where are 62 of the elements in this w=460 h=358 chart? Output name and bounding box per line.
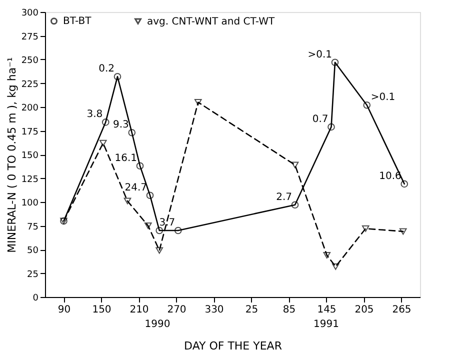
- y-tick-label: 75: [27, 222, 38, 232]
- x-tick-label: 150: [92, 304, 112, 316]
- y-axis-title: MINERAL-N ( 0 TO 0.45 m ), kg ha⁻¹: [5, 57, 18, 253]
- text: 1991: [314, 319, 339, 330]
- annotation: 2.7: [276, 192, 292, 203]
- y-tick-label: 0: [32, 294, 39, 304]
- annotation: 24.7: [124, 182, 147, 194]
- legend-label: avg. CNT-WNT and CT-WT: [147, 16, 276, 28]
- x-tick-label: 25: [245, 304, 258, 316]
- point: [291, 162, 299, 168]
- x-tick-label: 205: [354, 304, 374, 316]
- point: [114, 72, 122, 80]
- point: [146, 192, 154, 200]
- annotation: 0.7: [312, 114, 328, 125]
- legend-label: BT-BT: [63, 16, 92, 28]
- y-tick-label: 25: [27, 270, 38, 280]
- x-tick-label: 270: [167, 304, 186, 316]
- point: [174, 226, 182, 234]
- annotation: >0.1: [308, 49, 332, 60]
- x-tick-label: 210: [130, 304, 149, 316]
- y-tick-label: 150: [21, 151, 39, 161]
- annotation: 0.2: [98, 64, 114, 75]
- point: [331, 58, 339, 66]
- point: [156, 247, 164, 254]
- point: [332, 263, 340, 270]
- y-tick-label: 125: [21, 174, 38, 185]
- y-tick-label: 200: [21, 104, 39, 114]
- x-tick-label: 330: [204, 304, 224, 316]
- point: [124, 198, 132, 204]
- annotation: >0.1: [370, 92, 396, 104]
- point: [328, 123, 335, 131]
- y-tick-label: 175: [21, 127, 38, 138]
- point: [399, 228, 407, 235]
- y-tick-label: 250: [21, 56, 39, 66]
- point: [194, 99, 202, 106]
- point: [291, 201, 299, 209]
- x-tick-label: 265: [392, 304, 412, 316]
- point: [144, 222, 152, 229]
- x-tick-label: 90: [58, 304, 71, 316]
- point: [323, 252, 331, 258]
- point: [102, 118, 110, 126]
- y-tick-label: 275: [21, 32, 38, 42]
- text: 1990: [144, 319, 170, 330]
- x-axis-title: DAY OF THE YEAR: [184, 340, 282, 352]
- y-tick-label: 300: [21, 8, 39, 18]
- annotation: 9.3: [112, 120, 129, 131]
- x-tick-label: 85: [282, 304, 296, 316]
- point: [156, 226, 164, 234]
- annotation: 16.1: [114, 152, 137, 164]
- point: [400, 180, 408, 188]
- y-tick-label: 100: [21, 198, 39, 208]
- point: [128, 128, 136, 136]
- point: [363, 101, 371, 109]
- point: [99, 140, 107, 146]
- point: [362, 225, 370, 232]
- annotation: 3.7: [159, 218, 176, 228]
- point: [136, 162, 144, 170]
- y-tick-label: 225: [21, 80, 38, 90]
- x-tick-label: 145: [317, 304, 336, 316]
- annotation: 10.6: [379, 170, 402, 182]
- y-tick-label: 50: [27, 246, 39, 256]
- annotation: 3.8: [86, 109, 103, 120]
